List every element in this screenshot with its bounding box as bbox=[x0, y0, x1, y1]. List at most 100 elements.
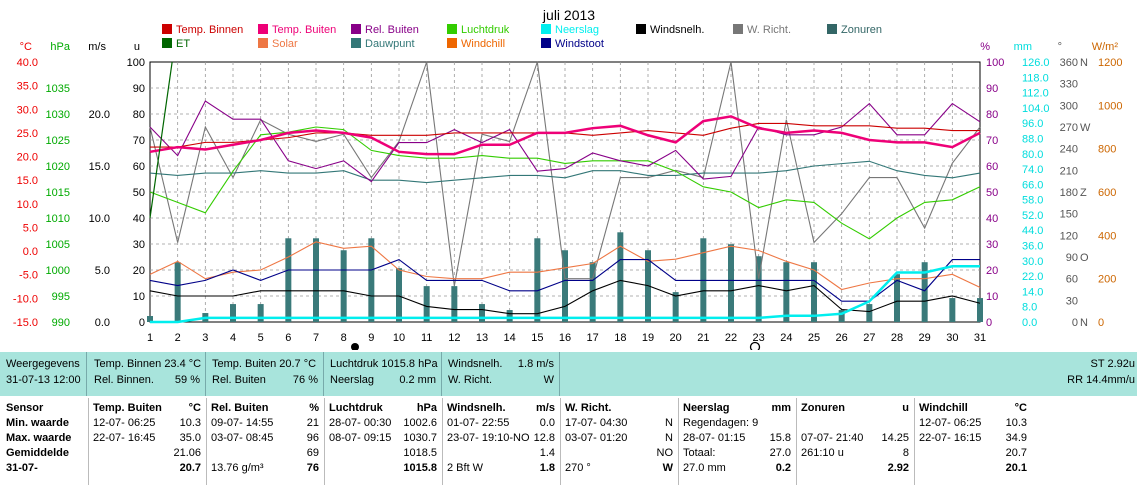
x-tick-label: 9 bbox=[368, 332, 374, 344]
legend-label: Temp. Binnen bbox=[176, 24, 243, 36]
row-label: Min. waarde bbox=[6, 417, 69, 429]
x-axis-ticks: 1 2 3 4 5 6 7 8 9 10 11 12 13 14 15 16 17 18 19 20 21 22 23 24 2… bbox=[147, 332, 986, 344]
x-tick-label: 8 bbox=[341, 332, 347, 344]
cell-value: 20.1 bbox=[1005, 462, 1027, 474]
axis-title-ms: m/s bbox=[88, 41, 106, 53]
column-header: Temp. Buiten bbox=[93, 402, 162, 414]
rr-value: RR 14.4mm/u bbox=[1067, 374, 1135, 386]
zonuren-bar bbox=[506, 310, 513, 322]
tick-hpa: 1010 bbox=[46, 213, 70, 225]
cell-label: Totaal: bbox=[683, 447, 716, 459]
x-tick-label: 23 bbox=[753, 332, 765, 344]
tick-mm: 112.0 bbox=[1022, 88, 1049, 100]
tick-celsius: -15.0 bbox=[13, 317, 38, 329]
tick-deg: 270 bbox=[1060, 122, 1078, 134]
x-tick-label: 12 bbox=[448, 332, 460, 344]
tick-deg: 60 bbox=[1066, 274, 1078, 286]
legend-label: ET bbox=[176, 38, 190, 50]
current-values-panel: Weergegevens 31-07-13 12:00 Temp. Binnen… bbox=[0, 352, 1137, 396]
tick-deg: 0 bbox=[1072, 317, 1078, 329]
legend-swatch bbox=[827, 24, 837, 34]
tick-hpa: 995 bbox=[52, 291, 70, 303]
legend-swatch bbox=[258, 38, 268, 48]
zonuren-bar bbox=[368, 238, 375, 322]
temp-buiten: Temp. Buiten 20.7 °C bbox=[212, 358, 317, 370]
tick-mm: 58.0 bbox=[1022, 195, 1043, 207]
series-line-et bbox=[149, 61, 173, 219]
column-header: Neerslag bbox=[683, 402, 730, 414]
cell-value: 1018.5 bbox=[403, 447, 437, 459]
tick-pct: 70 bbox=[986, 135, 998, 147]
zonuren-bar bbox=[728, 244, 734, 322]
x-tick-label: 27 bbox=[863, 332, 875, 344]
tick-ms: 0.0 bbox=[95, 317, 110, 329]
tick-pct: 50 bbox=[986, 187, 998, 199]
column-header: Windsnelh. bbox=[447, 402, 506, 414]
cell-value: 10.3 bbox=[179, 417, 201, 429]
x-tick-label: 4 bbox=[230, 332, 236, 344]
cell-value: 35.0 bbox=[179, 432, 201, 444]
zonuren-bar bbox=[838, 310, 845, 322]
cell-value: 12.8 bbox=[533, 432, 555, 444]
tick-hpa: 1020 bbox=[46, 161, 70, 173]
column-divider bbox=[914, 398, 915, 485]
column-divider bbox=[324, 398, 325, 485]
tick-wm2: 0 bbox=[1098, 317, 1104, 329]
series-lines bbox=[149, 61, 981, 324]
zonuren-bar bbox=[977, 298, 983, 322]
x-tick-label: 17 bbox=[587, 332, 599, 344]
zonuren-bar bbox=[174, 262, 181, 322]
axis-title-celsius: °C bbox=[20, 41, 32, 53]
tick-hpa: 1005 bbox=[46, 239, 70, 251]
zonuren-bar bbox=[866, 304, 873, 322]
legend-swatch bbox=[162, 38, 172, 48]
column-header: Rel. Buiten bbox=[211, 402, 269, 414]
tick-pct: 10 bbox=[986, 291, 998, 303]
x-tick-label: 29 bbox=[919, 332, 931, 344]
cell-label: 09-07- 14:55 bbox=[211, 417, 274, 429]
legend-label: Windchill bbox=[461, 38, 505, 50]
tick-mm: 36.0 bbox=[1022, 241, 1043, 253]
axis-title-deg: ° bbox=[1058, 41, 1062, 53]
cell-label: 22-07- 16:45 bbox=[93, 432, 156, 444]
column-divider bbox=[678, 398, 679, 485]
rel-binnen-label: Rel. Binnen. bbox=[94, 374, 154, 386]
zonuren-bar bbox=[313, 238, 319, 322]
zonuren-bar bbox=[479, 304, 485, 322]
cell-label: 03-07- 01:20 bbox=[565, 432, 628, 444]
x-tick-label: 10 bbox=[393, 332, 405, 344]
axis-title-hpa: hPa bbox=[50, 41, 70, 53]
cell-value: 96 bbox=[306, 432, 319, 444]
tick-u: 70 bbox=[133, 135, 145, 147]
cell-value: 1.8 bbox=[539, 462, 555, 474]
tick-celsius: 30.0 bbox=[17, 104, 38, 116]
legend-swatch bbox=[636, 24, 646, 34]
zonuren-bar bbox=[562, 250, 568, 322]
chart-title: juli 2013 bbox=[542, 7, 595, 23]
tick-wm2: 600 bbox=[1098, 187, 1116, 199]
x-tick-label: 1 bbox=[147, 332, 153, 344]
tick-u: 90 bbox=[133, 83, 145, 95]
zonuren-bar bbox=[617, 232, 624, 322]
tick-deg: 330 bbox=[1060, 79, 1078, 91]
cell-value: NO bbox=[656, 447, 674, 459]
tick-hpa: 990 bbox=[52, 317, 70, 329]
tick-hpa: 1000 bbox=[46, 265, 70, 277]
legend-swatch bbox=[258, 24, 268, 34]
tick-mm: 8.0 bbox=[1022, 302, 1037, 314]
tick-hpa: 1035 bbox=[46, 83, 70, 95]
legend-label: Windsnelh. bbox=[650, 24, 704, 36]
series-line-rel-buiten bbox=[149, 100, 981, 183]
tick-hpa: 1030 bbox=[46, 109, 70, 121]
column-divider bbox=[560, 398, 561, 485]
cell-label: 270 ° bbox=[565, 462, 591, 474]
tick-celsius: 10.0 bbox=[17, 199, 38, 211]
cell-value: 15.8 bbox=[769, 432, 791, 444]
cell-value: 27.0 bbox=[769, 447, 791, 459]
column-divider bbox=[442, 398, 443, 485]
tick-deg: 90 bbox=[1066, 252, 1078, 264]
legend-label: Neerslag bbox=[555, 24, 599, 36]
x-tick-label: 30 bbox=[946, 332, 958, 344]
x-tick-label: 22 bbox=[725, 332, 737, 344]
column-unit: hPa bbox=[416, 402, 437, 414]
